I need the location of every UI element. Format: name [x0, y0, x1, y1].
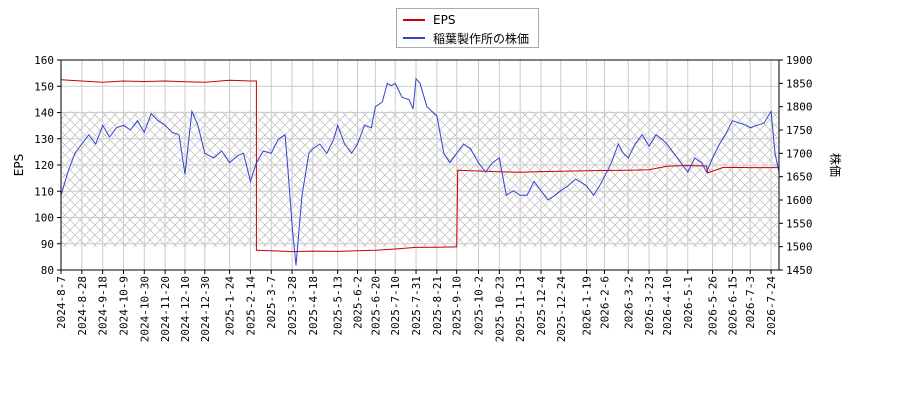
y-right-tick-label: 1900: [786, 54, 813, 67]
y-left-tick-label: 130: [34, 133, 54, 146]
x-tick-label: 2025-5-13: [332, 276, 345, 336]
x-tick-label: 2025-4-18: [307, 276, 320, 336]
y-left-tick-label: 150: [34, 80, 54, 93]
x-tick-label: 2025-3-28: [286, 276, 299, 336]
x-tick-label: 2026-5-1: [682, 276, 695, 329]
series-layer: [61, 77, 779, 266]
y-right-axis: 1450 1500 1550 1600 1650 1700 1750 1800 1850 1900: [779, 54, 813, 277]
x-tick-label: 2024-11-20: [159, 276, 172, 342]
shaded-band-rect: [61, 111, 779, 247]
y-right-tick-label: 1550: [786, 217, 813, 230]
shaded-range-band: [61, 111, 779, 247]
x-tick-label: 2025-10-2: [473, 276, 486, 336]
x-tick-label: 2026-2-6: [598, 276, 611, 329]
x-tick-label: 2025-8-21: [431, 276, 444, 336]
y-left-tick-label: 110: [34, 185, 54, 198]
y-left-axis-label: EPS: [12, 154, 26, 176]
x-tick-label: 2024-10-9: [117, 276, 130, 336]
stock-price-line: [61, 77, 779, 266]
x-tick-label: 2024-12-30: [199, 276, 212, 342]
x-tick-label: 2024-12-10: [179, 276, 192, 342]
x-tick-label: 2026-3-23: [643, 276, 656, 336]
x-tick-label: 2025-6-2: [352, 276, 365, 329]
y-right-tick-label: 1700: [786, 147, 813, 160]
x-tick-label: 2024-8-7: [55, 276, 68, 329]
x-tick-label: 2024-8-28: [76, 276, 89, 336]
x-tick-label: 2024-10-30: [138, 276, 151, 342]
legend-label-price: 稲葉製作所の株価: [433, 31, 530, 46]
x-tick-label: 2026-7-24: [765, 276, 778, 336]
legend-swatch-eps: [403, 19, 425, 21]
x-tick-label: 2025-7-10: [389, 276, 402, 336]
legend-label-eps: EPS: [433, 13, 456, 27]
y-left-tick-label: 140: [34, 107, 54, 120]
y-right-tick-label: 1450: [786, 264, 813, 277]
legend: EPS 稲葉製作所の株価: [396, 8, 539, 48]
x-tick-label: 2025-10-23: [493, 276, 506, 342]
x-tick-label: 2026-4-10: [661, 276, 674, 336]
legend-swatch-price: [403, 37, 425, 39]
y-left-tick-label: 100: [34, 212, 54, 225]
x-axis: 2024-8-7 2024-8-28 2024-9-18 2024-10-9 2024-…: [55, 270, 778, 342]
x-tick-label: 2025-6-20: [369, 276, 382, 336]
x-tick-label: 2026-7-3: [744, 276, 757, 329]
y-left-axis: 80 90 100 110 120 130 140 150 160: [34, 54, 61, 277]
x-tick-label: 2026-6-15: [726, 276, 739, 336]
y-right-tick-label: 1850: [786, 77, 813, 90]
x-tick-label: 2026-3-2: [622, 276, 635, 329]
x-tick-label: 2026-5-26: [707, 276, 720, 336]
y-right-tick-label: 1750: [786, 124, 813, 137]
eps-line: [61, 79, 779, 253]
x-tick-label: 2024-9-18: [97, 276, 110, 336]
y-left-tick-label: 80: [41, 264, 54, 277]
x-tick-label: 2025-12-4: [535, 276, 548, 336]
y-right-axis-label: 株価: [828, 153, 843, 177]
y-left-tick-label: 90: [41, 238, 54, 251]
x-tick-label: 2025-1-24: [224, 276, 237, 336]
x-tick-label: 2025-9-10: [451, 276, 464, 336]
y-right-tick-label: 1500: [786, 241, 813, 254]
y-right-tick-label: 1800: [786, 101, 813, 114]
y-left-tick-label: 120: [34, 159, 54, 172]
y-right-tick-label: 1650: [786, 171, 813, 184]
y-left-tick-label: 160: [34, 54, 54, 67]
x-tick-label: 2025-2-14: [244, 276, 257, 336]
legend-item-price: 稲葉製作所の株価: [403, 30, 529, 46]
x-tick-label: 2025-12-24: [555, 276, 568, 343]
x-tick-label: 2025-3-7: [265, 276, 278, 329]
y-right-tick-label: 1600: [786, 194, 813, 207]
x-tick-label: 2026-1-19: [581, 276, 594, 336]
x-tick-label: 2025-7-31: [410, 276, 423, 336]
legend-item-eps: EPS: [403, 12, 455, 28]
x-tick-label: 2025-11-13: [514, 276, 527, 342]
